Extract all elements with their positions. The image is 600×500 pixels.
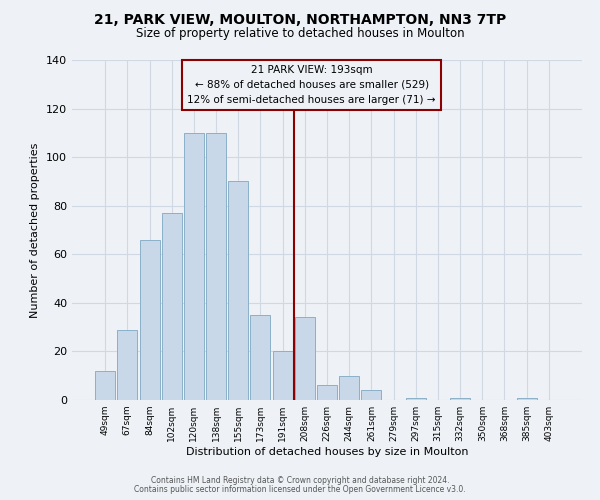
Bar — [162, 213, 182, 400]
Bar — [184, 133, 204, 400]
Y-axis label: Number of detached properties: Number of detached properties — [31, 142, 40, 318]
Text: Contains HM Land Registry data © Crown copyright and database right 2024.: Contains HM Land Registry data © Crown c… — [151, 476, 449, 485]
Bar — [295, 318, 315, 400]
Bar — [118, 330, 137, 400]
Text: 21, PARK VIEW, MOULTON, NORTHAMPTON, NN3 7TP: 21, PARK VIEW, MOULTON, NORTHAMPTON, NN3… — [94, 12, 506, 26]
Text: 21 PARK VIEW: 193sqm
← 88% of detached houses are smaller (529)
12% of semi-deta: 21 PARK VIEW: 193sqm ← 88% of detached h… — [187, 65, 436, 104]
Bar — [250, 315, 271, 400]
Text: Contains public sector information licensed under the Open Government Licence v3: Contains public sector information licen… — [134, 485, 466, 494]
Text: Size of property relative to detached houses in Moulton: Size of property relative to detached ho… — [136, 28, 464, 40]
Bar — [206, 133, 226, 400]
Bar — [517, 398, 536, 400]
Bar — [95, 371, 115, 400]
Bar — [406, 398, 426, 400]
Bar — [272, 352, 293, 400]
X-axis label: Distribution of detached houses by size in Moulton: Distribution of detached houses by size … — [186, 447, 468, 457]
Bar — [339, 376, 359, 400]
Bar — [361, 390, 382, 400]
Bar — [228, 182, 248, 400]
Bar — [450, 398, 470, 400]
Bar — [317, 386, 337, 400]
Bar — [140, 240, 160, 400]
